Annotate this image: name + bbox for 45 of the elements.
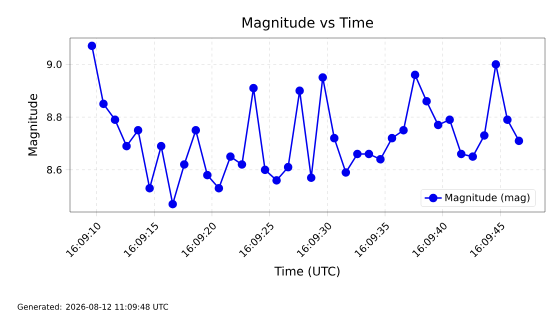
point [492,60,500,69]
point [226,152,235,161]
point [180,160,189,169]
point [156,142,166,150]
point [260,166,270,174]
point [249,84,258,92]
point [399,126,408,135]
point [434,120,442,130]
point [88,42,96,50]
point [422,97,431,106]
point [110,115,120,124]
chart-title: Magnitude vs Time [242,17,373,31]
point [503,115,512,124]
point [342,168,350,177]
point [376,155,385,164]
point [364,150,374,158]
point [192,126,200,135]
point [480,131,489,140]
point [284,162,292,172]
point [203,170,212,180]
point [168,200,177,208]
point [410,70,420,80]
y-tick-label: 8.6 [47,166,62,174]
point [238,160,246,169]
point [214,184,224,193]
y-tick-label: 8.8 [47,113,62,121]
point [122,142,131,150]
legend-label: Magnitude (mag) [445,194,530,204]
x-axis-title: Time (UTC) [274,266,340,278]
point [272,176,281,185]
point [318,73,327,82]
point [306,173,316,182]
point [295,86,304,95]
point [353,150,362,158]
point [134,126,142,135]
point [445,115,454,124]
point [99,100,108,108]
point [468,152,478,161]
point [145,184,154,193]
point [330,134,339,142]
y-tick-label: 9.0 [47,60,62,68]
point [514,136,524,146]
point [456,150,466,158]
y-axis-title: Magnitude [28,94,40,156]
point [388,134,396,142]
